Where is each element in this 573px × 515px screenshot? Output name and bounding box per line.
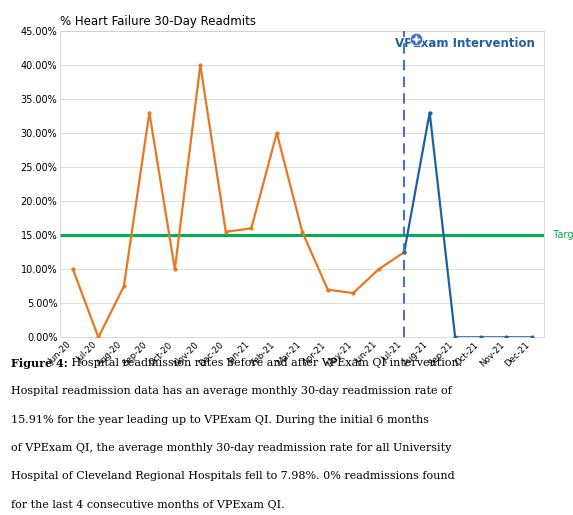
Text: of VPExam QI, the average monthly 30-day readmission rate for all University: of VPExam QI, the average monthly 30-day…: [11, 443, 452, 453]
Text: Figure 4:: Figure 4:: [11, 358, 68, 369]
Text: % Heart Failure 30-Day Readmits: % Heart Failure 30-Day Readmits: [60, 15, 256, 28]
Text: Hospital readmission data has an average monthly 30-day readmission rate of: Hospital readmission data has an average…: [11, 386, 452, 396]
Text: 15.91% for the year leading up to VPExam QI. During the initial 6 months: 15.91% for the year leading up to VPExam…: [11, 415, 429, 424]
Text: for the last 4 consecutive months of VPExam QI.: for the last 4 consecutive months of VPE…: [11, 500, 285, 509]
Text: VPExam Intervention: VPExam Intervention: [395, 37, 535, 50]
Text: Hospital of Cleveland Regional Hospitals fell to 7.98%. 0% readmissions found: Hospital of Cleveland Regional Hospitals…: [11, 471, 455, 481]
Text: Target: Target: [547, 230, 573, 240]
Text: Hospital readmission rates before and after VPExam QI intervention.: Hospital readmission rates before and af…: [68, 358, 462, 368]
